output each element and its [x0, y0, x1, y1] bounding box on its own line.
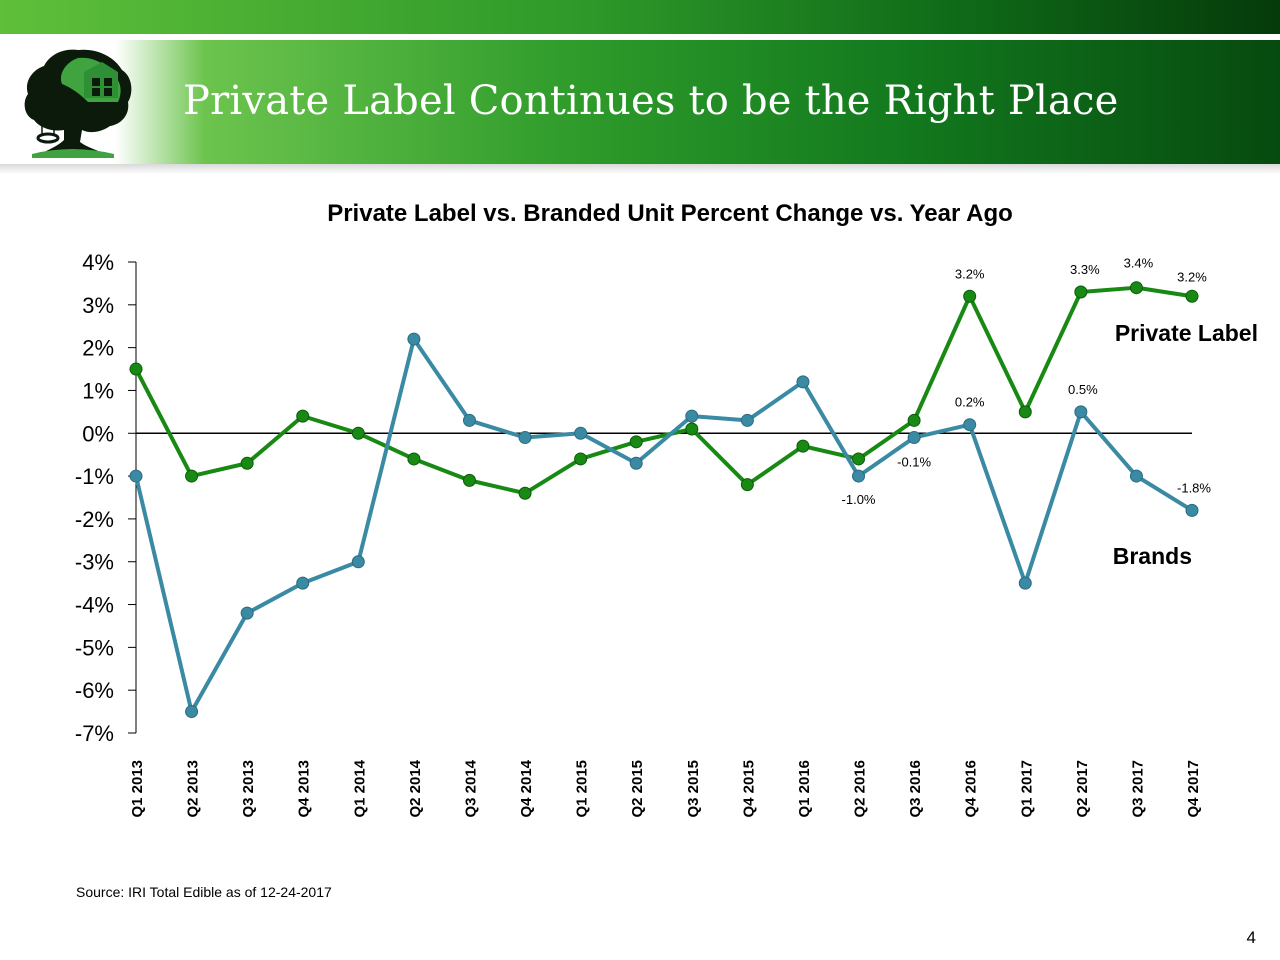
y-tick-label: -4%	[75, 593, 114, 618]
title-banner	[0, 40, 1280, 164]
brands-point	[796, 375, 810, 389]
brands-point	[907, 431, 921, 445]
private-label-point	[574, 452, 588, 466]
brands-point	[518, 431, 532, 445]
brands-point	[129, 469, 143, 483]
private-label-point	[796, 439, 810, 453]
data-label: 3.2%	[955, 266, 985, 281]
series-name-brands: Brands	[1113, 543, 1192, 569]
private-label-point	[462, 473, 476, 487]
y-tick-label: -1%	[75, 464, 114, 489]
brands-point	[963, 418, 977, 432]
brands-point	[407, 332, 421, 346]
x-tick-label: Q2 2015	[629, 760, 646, 818]
source-note: Source: IRI Total Edible as of 12-24-201…	[76, 884, 332, 900]
x-tick-label: Q1 2017	[1018, 760, 1035, 818]
y-tick-label: 3%	[82, 293, 114, 318]
brands-point	[1018, 576, 1032, 590]
banner-shadow	[0, 164, 1280, 174]
data-label: 0.2%	[955, 395, 985, 410]
private-label-point	[351, 426, 365, 440]
brands-point	[185, 705, 199, 719]
private-label-point	[963, 289, 977, 303]
y-tick-label: -3%	[75, 550, 114, 575]
line-chart: 4% 3% 2% 1% 0% -1% -2% -3% -4% -5% -6% -7% Q1 2013 Q2…	[75, 250, 1258, 818]
x-tick-label: Q3 2013	[240, 760, 257, 818]
y-tick-label: -2%	[75, 507, 114, 532]
private-label-point	[518, 486, 532, 500]
x-tick-label: Q4 2016	[963, 760, 980, 818]
brands-point	[685, 409, 699, 423]
x-tick-label: Q2 2016	[852, 760, 869, 818]
brands-point	[351, 555, 365, 569]
x-tick-label: Q4 2015	[740, 760, 757, 818]
chart-title: Private Label vs. Branded Unit Percent C…	[327, 200, 1013, 227]
tree-logo	[24, 49, 132, 158]
x-tick-label: Q4 2014	[518, 759, 535, 817]
y-tick-label: 2%	[82, 336, 114, 361]
private-label-point	[407, 452, 421, 466]
y-tick-label: 1%	[82, 378, 114, 403]
y-tick-label: 4%	[82, 250, 114, 275]
brands-point	[462, 413, 476, 427]
private-label-point	[129, 362, 143, 376]
private-label-point	[1185, 289, 1199, 303]
x-tick-label: Q4 2013	[296, 760, 313, 818]
brands-point	[629, 456, 643, 470]
brands-point	[1074, 405, 1088, 419]
x-tick-label: Q3 2014	[462, 759, 479, 817]
x-tick-label: Q1 2016	[796, 760, 813, 818]
data-label: -1.0%	[842, 492, 876, 507]
y-tick-label: 0%	[82, 421, 114, 446]
private-label-point	[685, 422, 699, 436]
series-line-private-label	[134, 285, 1193, 496]
slide-title: Private Label Continues to be the Right …	[183, 78, 1119, 124]
brands-point	[1185, 503, 1199, 517]
private-label-point	[185, 469, 199, 483]
private-label-point	[240, 456, 254, 470]
y-tick-label: -5%	[75, 635, 114, 660]
top-band	[0, 0, 1280, 34]
brands-point	[740, 413, 754, 427]
private-label-point	[1074, 285, 1088, 299]
private-label-point	[907, 413, 921, 427]
y-tick-label: -7%	[75, 721, 114, 746]
private-label-point	[629, 435, 643, 449]
private-label-point	[1018, 405, 1032, 419]
private-label-point	[740, 478, 754, 492]
y-tick-label: -6%	[75, 678, 114, 703]
data-label: 3.4%	[1124, 256, 1154, 271]
x-tick-label: Q3 2017	[1129, 760, 1146, 818]
data-label: 3.2%	[1177, 269, 1207, 284]
x-tick-label: Q2 2013	[185, 760, 202, 818]
x-tick-label: Q2 2014	[407, 759, 424, 817]
x-tick-label: Q1 2014	[351, 759, 368, 817]
x-tick-label: Q1 2013	[129, 760, 146, 818]
brands-point	[240, 606, 254, 620]
brands-point	[852, 469, 866, 483]
x-tick-label: Q4 2017	[1185, 760, 1202, 818]
data-label: -1.8%	[1177, 480, 1211, 495]
x-tick-label: Q3 2016	[907, 760, 924, 818]
x-tick-label: Q3 2015	[685, 760, 702, 818]
series-name-private-label: Private Label	[1115, 320, 1258, 346]
private-label-point	[296, 409, 310, 423]
brands-point	[296, 576, 310, 590]
data-label: 0.5%	[1068, 382, 1098, 397]
page-number: 4	[1246, 928, 1256, 947]
x-tick-label: Q2 2017	[1074, 760, 1091, 818]
data-label: -0.1%	[897, 455, 931, 470]
data-label: 3.3%	[1070, 262, 1100, 277]
x-tick-label: Q1 2015	[574, 760, 591, 818]
brands-point	[574, 426, 588, 440]
series-line-brands	[134, 337, 1194, 714]
private-label-point	[852, 452, 866, 466]
private-label-point	[1129, 281, 1143, 295]
brands-point	[1129, 469, 1143, 483]
